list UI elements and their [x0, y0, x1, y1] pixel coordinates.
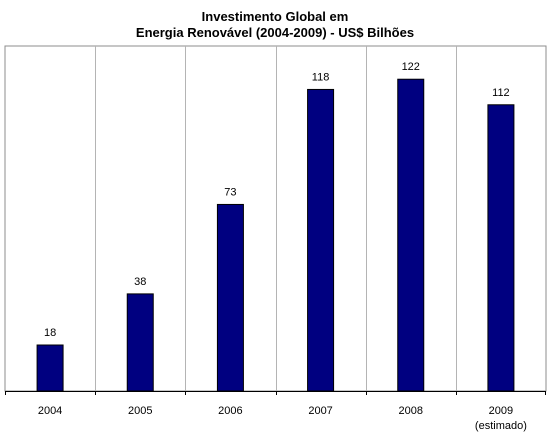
x-tick-label-2008: 2008: [399, 405, 423, 417]
plot-area: [4, 45, 547, 392]
data-label-2004: 18: [44, 327, 56, 339]
bar-2006: [216, 203, 244, 392]
data-label-2006: 73: [224, 186, 236, 198]
x-tick-label-2009: 2009: [489, 405, 513, 417]
x-tick-sublabel-2009: (estimado): [475, 420, 527, 432]
bar-2008: [397, 78, 425, 392]
chart-title-line-2: Energia Renovável (2004-2009) - US$ Bilh…: [135, 25, 415, 40]
data-label-2005: 38: [134, 276, 146, 288]
bar-2004: [36, 344, 64, 392]
data-label-2008: 122: [402, 61, 420, 73]
bar-2007: [307, 88, 335, 392]
x-tick-label-2007: 2007: [308, 405, 332, 417]
bar-2005: [126, 293, 154, 392]
x-tick-label-2006: 2006: [218, 405, 242, 417]
bar-2009: [487, 104, 515, 392]
chart-title-line-1: Investimento Global em: [201, 9, 349, 24]
data-label-2007: 118: [312, 71, 330, 83]
x-tick-label-2005: 2005: [128, 405, 152, 417]
data-label-2009: 112: [492, 87, 510, 99]
x-tick-label-2004: 2004: [38, 405, 62, 417]
